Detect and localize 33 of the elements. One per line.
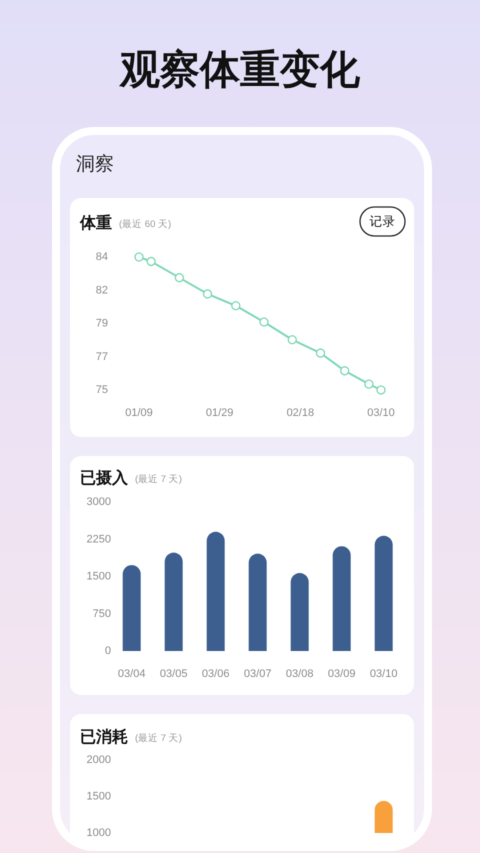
y-tick-label: 0: [104, 645, 111, 657]
y-tick-label: 2000: [86, 754, 111, 766]
chart-subtitle: (最近 7 天): [135, 474, 182, 485]
y-tick-label: 2250: [86, 533, 111, 546]
chart-subtitle: (最近 7 天): [135, 733, 182, 744]
x-tick-label: 01/29: [206, 407, 234, 419]
x-tick-label: 02/18: [286, 407, 314, 419]
button: 记录: [359, 206, 406, 237]
section-label: 洞察: [76, 154, 114, 175]
x-tick-label: 01/09: [125, 407, 153, 419]
x-tick-label: 03/07: [244, 668, 272, 680]
y-tick-label: 75: [96, 384, 108, 396]
x-tick-label: 03/10: [367, 407, 395, 419]
x-tick-label: 03/10: [370, 668, 398, 680]
chart-subtitle: (最近 60 天): [119, 219, 172, 230]
x-tick-label: 03/05: [160, 668, 188, 680]
y-tick-label: 3000: [86, 496, 111, 508]
x-tick-label: 03/04: [118, 668, 146, 680]
y-tick-label: 82: [96, 284, 108, 296]
chart-title: 已摄入: [80, 470, 128, 487]
y-tick-label: 79: [96, 318, 108, 330]
x-tick-label: 03/08: [286, 668, 314, 680]
x-tick-label: 03/06: [202, 668, 230, 680]
chart-title: 体重: [80, 215, 112, 232]
x-tick-label: 03/09: [328, 668, 356, 680]
chart-title: 已消耗: [80, 729, 128, 746]
heading: 观察体重变化: [120, 48, 360, 92]
y-tick-label: 750: [92, 608, 111, 620]
y-tick-label: 77: [96, 350, 108, 363]
y-tick-label: 1500: [86, 790, 111, 802]
y-tick-label: 1000: [86, 827, 111, 839]
y-tick-label: 1500: [86, 570, 111, 582]
y-tick-label: 84: [96, 251, 108, 263]
